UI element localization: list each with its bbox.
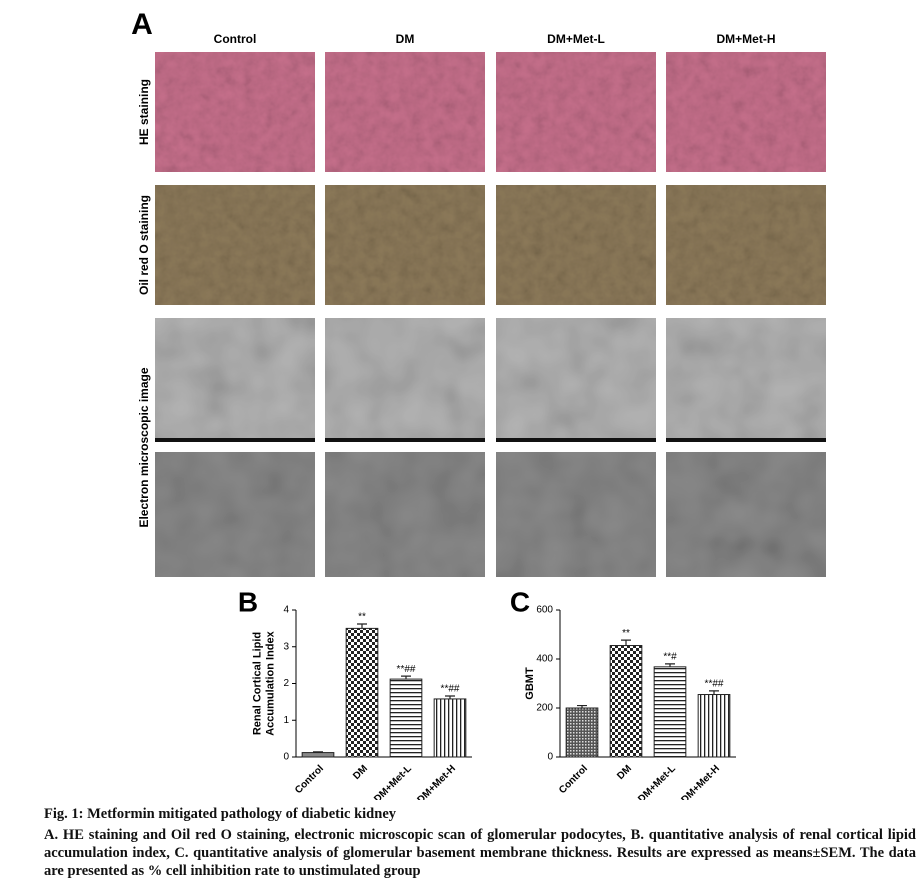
y-tick-label: 3 xyxy=(283,641,289,652)
y-tick-label: 2 xyxy=(283,678,289,689)
significance-label: **# xyxy=(663,652,677,663)
y-tick-label: 4 xyxy=(283,605,289,616)
x-tick-label: DM+Met-L xyxy=(636,763,678,800)
y-tick-label: 400 xyxy=(536,654,553,665)
error-bar xyxy=(357,623,367,629)
micrograph xyxy=(155,318,315,442)
row-label: Oil red O staining xyxy=(137,195,151,295)
bar xyxy=(565,707,599,758)
error-bar xyxy=(445,695,455,699)
scale-strip xyxy=(155,438,315,442)
scale-strip xyxy=(666,438,826,442)
scale-strip xyxy=(496,438,656,442)
error-bar xyxy=(709,690,719,695)
column-header: DM+Met-H xyxy=(717,32,776,46)
y-tick-label: 600 xyxy=(536,605,553,616)
micrograph xyxy=(496,185,656,305)
x-tick-label: DM+Met-H xyxy=(415,763,458,800)
x-tick-label: DM xyxy=(351,763,370,782)
caption-title: Fig. 1: Metformin mitigated pathology of… xyxy=(44,806,397,822)
y-axis-label: Renal Cortical Lipid xyxy=(251,632,263,735)
micrograph xyxy=(325,452,485,577)
micrograph xyxy=(666,185,826,305)
micrograph xyxy=(325,52,485,172)
x-tick-label: DM+Met-L xyxy=(372,763,414,800)
significance-label: ** xyxy=(358,612,366,623)
error-bar xyxy=(313,751,323,753)
bar xyxy=(609,645,643,758)
row-label: HE staining xyxy=(137,79,151,145)
micrograph xyxy=(155,452,315,577)
y-axis-label: GBMT xyxy=(524,667,536,700)
error-bar xyxy=(665,663,675,667)
bar xyxy=(345,627,379,758)
scale-strip xyxy=(325,438,485,442)
micrograph xyxy=(496,52,656,172)
y-tick-label: 0 xyxy=(547,752,553,763)
row-label: Electron microscopic image xyxy=(137,367,151,527)
significance-label: **## xyxy=(397,664,416,675)
significance-label: **## xyxy=(705,678,724,689)
panel-label: A xyxy=(131,8,153,41)
y-tick-label: 1 xyxy=(283,715,289,726)
x-tick-label: Control xyxy=(293,763,326,796)
micrograph xyxy=(666,452,826,577)
micrograph xyxy=(325,185,485,305)
y-axis-label: Accumulation Index xyxy=(264,630,276,735)
error-bar xyxy=(577,704,587,708)
bar xyxy=(301,752,335,758)
micrograph xyxy=(666,52,826,172)
micrograph xyxy=(496,318,656,442)
panel-label: C xyxy=(510,586,530,617)
x-tick-label: DM xyxy=(615,763,634,782)
micrograph xyxy=(155,52,315,172)
y-tick-label: 0 xyxy=(283,752,289,763)
bar xyxy=(389,678,423,758)
x-tick-label: Control xyxy=(557,763,590,796)
y-tick-label: 200 xyxy=(536,703,553,714)
bar xyxy=(653,666,687,758)
micrograph xyxy=(496,452,656,577)
significance-label: **## xyxy=(441,684,460,695)
figure: A Control DM DM+Met-L DM+Met-HHE stainingOi… xyxy=(131,8,826,800)
micrograph-grid xyxy=(155,52,826,577)
micrograph xyxy=(325,318,485,442)
bar xyxy=(697,694,731,758)
bar xyxy=(433,698,467,758)
panel-label: B xyxy=(238,586,258,617)
error-bar xyxy=(621,639,631,646)
significance-label: ** xyxy=(622,628,630,639)
x-tick-label: DM+Met-H xyxy=(679,763,722,800)
column-header: DM+Met-L xyxy=(547,32,605,46)
error-bar xyxy=(401,675,411,680)
caption-text: A. HE staining and Oil red O staining, e… xyxy=(44,827,916,879)
column-header: DM xyxy=(396,32,415,46)
micrograph xyxy=(666,318,826,442)
micrograph xyxy=(155,185,315,305)
column-header: Control xyxy=(214,32,257,46)
